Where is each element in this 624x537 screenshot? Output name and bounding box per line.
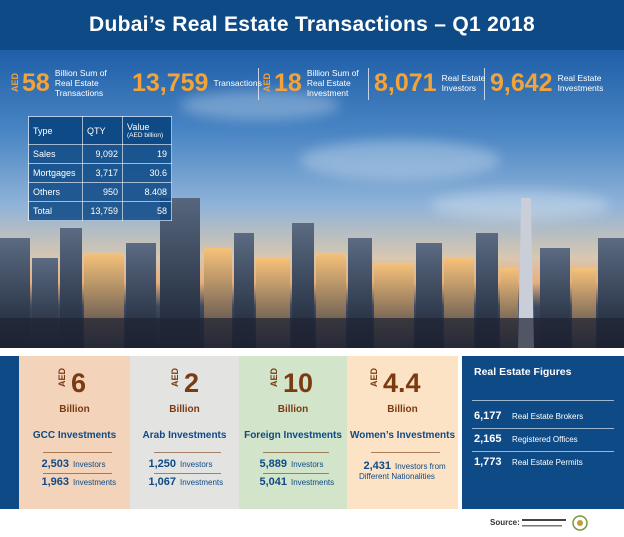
cell-qty: 9,092 bbox=[82, 144, 123, 164]
page-title: Dubai’s Real Estate Transactions – Q1 20… bbox=[88, 13, 536, 36]
aed-prefix: AED bbox=[170, 368, 180, 388]
panel-foreign-investments: AED 10 Billion Foreign Investments 5,889… bbox=[239, 356, 347, 509]
left-accent-bar bbox=[0, 356, 19, 509]
cell-value: 8.408 bbox=[122, 182, 172, 202]
cell-type: Sales bbox=[28, 144, 83, 164]
stat-transactions-sum: AED 58 Billion Sum of Real Estate Transa… bbox=[10, 60, 107, 106]
panel-row: 1,067 Investments bbox=[148, 476, 224, 488]
column-header-value: Value (AED billion) bbox=[122, 116, 172, 145]
panel-value: 6 bbox=[71, 368, 87, 398]
panel-row: 1,250 Investors bbox=[148, 458, 213, 470]
stat-investors: 8,071 Real Estate Investors bbox=[374, 60, 486, 106]
divider bbox=[154, 452, 221, 453]
cell-qty: 13,759 bbox=[82, 201, 123, 221]
cell-type: Total bbox=[28, 201, 83, 221]
panel-title: Foreign Investments bbox=[244, 430, 342, 441]
divider bbox=[472, 451, 614, 452]
panel-row: 5,041 Investments bbox=[259, 476, 335, 488]
stat-label: Billion Sum of Real Estate Investment bbox=[306, 68, 359, 98]
column-header-type: Type bbox=[28, 116, 83, 145]
stat-value: 9,642 bbox=[490, 68, 553, 97]
divider bbox=[154, 473, 221, 474]
stat-value: 13,759 bbox=[132, 68, 209, 97]
divider bbox=[484, 68, 485, 100]
stat-investments: 9,642 Real Estate Investments bbox=[490, 60, 603, 106]
panel-unit: Billion bbox=[59, 404, 90, 415]
header-bar: Dubai’s Real Estate Transactions – Q1 20… bbox=[0, 0, 624, 50]
figures-row: 2,165 Registered Offices bbox=[474, 433, 578, 445]
footer: Source: bbox=[0, 509, 624, 537]
cell-type: Others bbox=[28, 182, 83, 202]
table-row: Total 13,759 58 bbox=[28, 201, 172, 221]
panel-gcc-investments: AED 6 Billion GCC Investments 2,503 Inve… bbox=[19, 356, 130, 509]
panel-value: 10 bbox=[283, 368, 314, 398]
source-label: Source: bbox=[490, 518, 520, 527]
divider bbox=[258, 68, 259, 100]
panel-row-continued: Different Nationalities bbox=[359, 472, 435, 481]
aed-prefix: AED bbox=[369, 368, 379, 388]
panel-unit: Billion bbox=[169, 404, 200, 415]
divider bbox=[371, 452, 440, 453]
panel-womens-investments: AED 4.4 Billion Women’s Investments 2,43… bbox=[347, 356, 458, 509]
figures-row: 1,773 Real Estate Permits bbox=[474, 456, 583, 468]
stat-value: 58 bbox=[22, 68, 50, 97]
cell-value: 19 bbox=[122, 144, 172, 164]
aed-prefix: AED bbox=[269, 368, 279, 388]
city-skyline-graphic bbox=[0, 198, 624, 348]
divider bbox=[263, 452, 329, 453]
stat-value: 18 bbox=[274, 68, 302, 97]
land-department-logo-icon bbox=[522, 515, 588, 531]
cell-type: Mortgages bbox=[28, 163, 83, 183]
stat-label: Real Estate Investors bbox=[441, 73, 486, 93]
divider bbox=[472, 428, 614, 429]
cell-value: 30.6 bbox=[122, 163, 172, 183]
cell-value: 58 bbox=[122, 201, 172, 221]
cloud-shape bbox=[300, 140, 500, 180]
table-header-row: Type QTY Value (AED billion) bbox=[28, 116, 172, 145]
panel-title: GCC Investments bbox=[32, 430, 117, 441]
stat-value: 8,071 bbox=[374, 68, 437, 97]
divider bbox=[472, 400, 614, 401]
cloud-shape bbox=[180, 90, 340, 120]
stat-label: Billion Sum of Real Estate Transactions bbox=[54, 68, 107, 98]
panel-title: Arab Investments bbox=[142, 430, 227, 441]
column-header-qty: QTY bbox=[82, 116, 123, 145]
aed-prefix: AED bbox=[57, 368, 67, 388]
panel-row: 1,963 Investments bbox=[41, 476, 117, 488]
transactions-table: Type QTY Value (AED billion) Sales 9,092… bbox=[28, 116, 172, 221]
panel-unit: Billion bbox=[387, 404, 418, 415]
panel-value: 2 bbox=[184, 368, 200, 398]
cloud-shape bbox=[430, 190, 610, 220]
table-row: Sales 9,092 19 bbox=[28, 144, 172, 164]
panel-title: Women’s Investments bbox=[349, 430, 456, 441]
divider bbox=[43, 452, 112, 453]
panel-unit: Billion bbox=[277, 404, 309, 415]
stat-label: Real Estate Investments bbox=[557, 73, 604, 93]
figures-row: 6,177 Real Estate Brokers bbox=[474, 410, 584, 422]
cell-qty: 3,717 bbox=[82, 163, 123, 183]
panel-arab-investments: AED 2 Billion Arab Investments 1,250 Inv… bbox=[130, 356, 239, 509]
table-row: Mortgages 3,717 30.6 bbox=[28, 163, 172, 183]
divider bbox=[368, 68, 369, 100]
summary-stats: AED 58 Billion Sum of Real Estate Transa… bbox=[0, 60, 624, 106]
divider bbox=[43, 473, 112, 474]
panel-row: 2,431 Investors from bbox=[363, 460, 446, 472]
panel-row: 2,503 Investors bbox=[41, 458, 106, 470]
panel-value: 4.4 bbox=[383, 368, 421, 398]
stat-investment-sum: AED 18 Billion Sum of Real Estate Invest… bbox=[262, 60, 359, 106]
stat-transactions-count: 13,759 Transactions bbox=[132, 60, 262, 106]
stat-label: Transactions bbox=[213, 78, 262, 88]
figures-title: Real Estate Figures bbox=[474, 366, 572, 378]
table-row: Others 950 8.408 bbox=[28, 182, 172, 202]
aed-prefix: AED bbox=[262, 73, 272, 93]
real-estate-figures-panel: Real Estate Figures 6,177 Real Estate Br… bbox=[462, 356, 624, 509]
hero-skyline-image bbox=[0, 50, 624, 348]
cell-qty: 950 bbox=[82, 182, 123, 202]
aed-prefix: AED bbox=[10, 73, 20, 93]
divider bbox=[263, 473, 329, 474]
panel-row: 5,889 Investors bbox=[259, 458, 324, 470]
